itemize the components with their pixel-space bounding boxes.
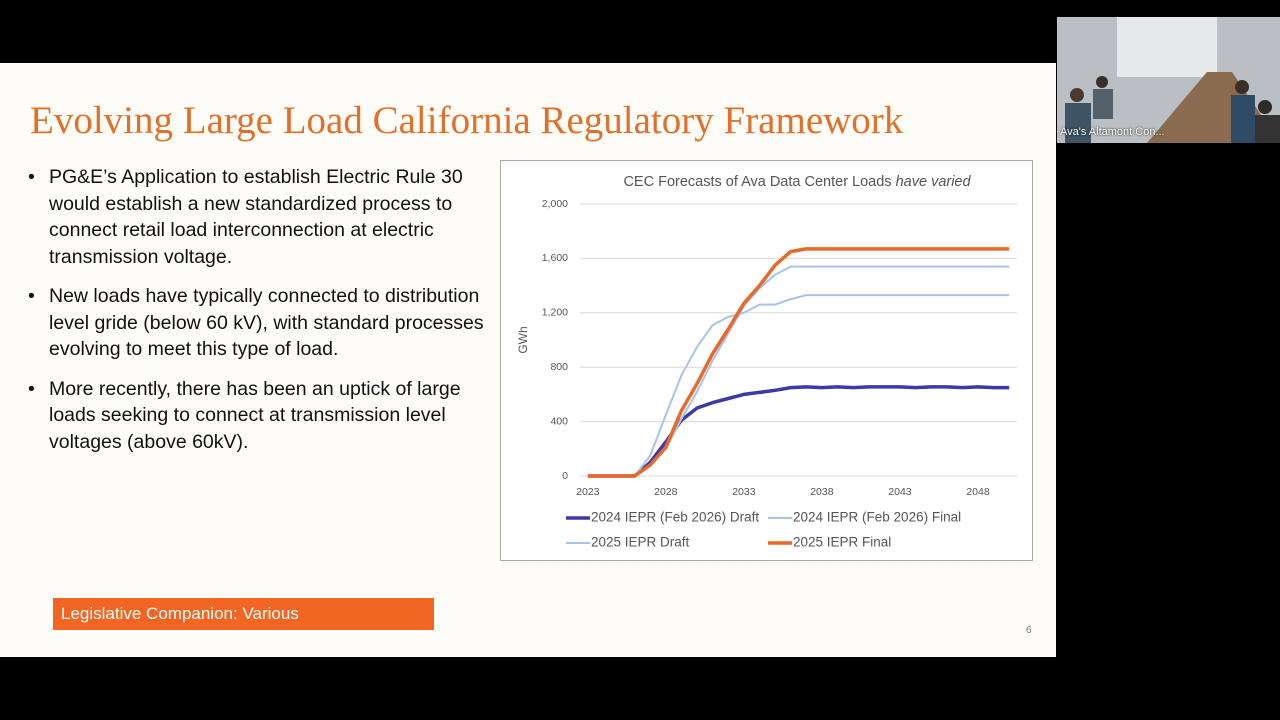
video-tile[interactable]: Ava's Altamont Con... — [1057, 17, 1280, 143]
y-tick-label: 0 — [562, 470, 568, 482]
y-tick-label: 1,600 — [542, 252, 568, 264]
legend-label: 2025 IEPR Final — [793, 535, 891, 550]
legend-label: 2024 IEPR (Feb 2026) Final — [793, 510, 961, 525]
y-tick-label: 800 — [550, 361, 568, 373]
participant-name: Ava's Altamont Con... — [1060, 126, 1165, 138]
video-feed — [1057, 17, 1280, 143]
series-line — [587, 294, 1010, 477]
chart-title-emphasis: have varied — [896, 174, 972, 190]
y-tick-label: 1,200 — [542, 307, 568, 319]
x-tick-label: 2043 — [888, 486, 912, 498]
x-tick-label: 2028 — [654, 486, 678, 498]
page-number: 6 — [1026, 625, 1032, 636]
y-tick-label: 400 — [550, 415, 568, 427]
x-tick-label: 2038 — [810, 486, 834, 498]
chart-title: CEC Forecasts of Ava Data Center Loads h… — [623, 174, 971, 190]
x-tick-label: 2033 — [732, 486, 756, 498]
series-line — [587, 385, 1010, 478]
y-tick-label: 2,000 — [542, 198, 568, 210]
x-tick-label: 2048 — [966, 486, 990, 498]
series-line — [587, 247, 1010, 478]
chart-title-main: CEC Forecasts of Ava Data Center Loads — [623, 174, 891, 190]
legend-label: 2024 IEPR (Feb 2026) Draft — [591, 510, 759, 525]
tag: Legislative Companion: Various — [53, 598, 434, 630]
x-tick-label: 2023 — [576, 486, 600, 498]
slide-title: Evolving Large Load California Regulator… — [30, 99, 904, 142]
bullet: PG&E’s Application to establish Electric… — [28, 164, 490, 270]
chart: CEC Forecasts of Ava Data Center Loads h… — [500, 160, 1033, 561]
legend-label: 2025 IEPR Draft — [591, 535, 690, 550]
bullet: New loads have typically connected to di… — [28, 283, 490, 363]
chart-frame — [500, 160, 1033, 561]
bullet: More recently, there has been an uptick … — [28, 376, 490, 456]
y-axis-label: GWh — [516, 326, 530, 353]
bullet-list: PG&E’s Application to establish Electric… — [28, 164, 490, 468]
